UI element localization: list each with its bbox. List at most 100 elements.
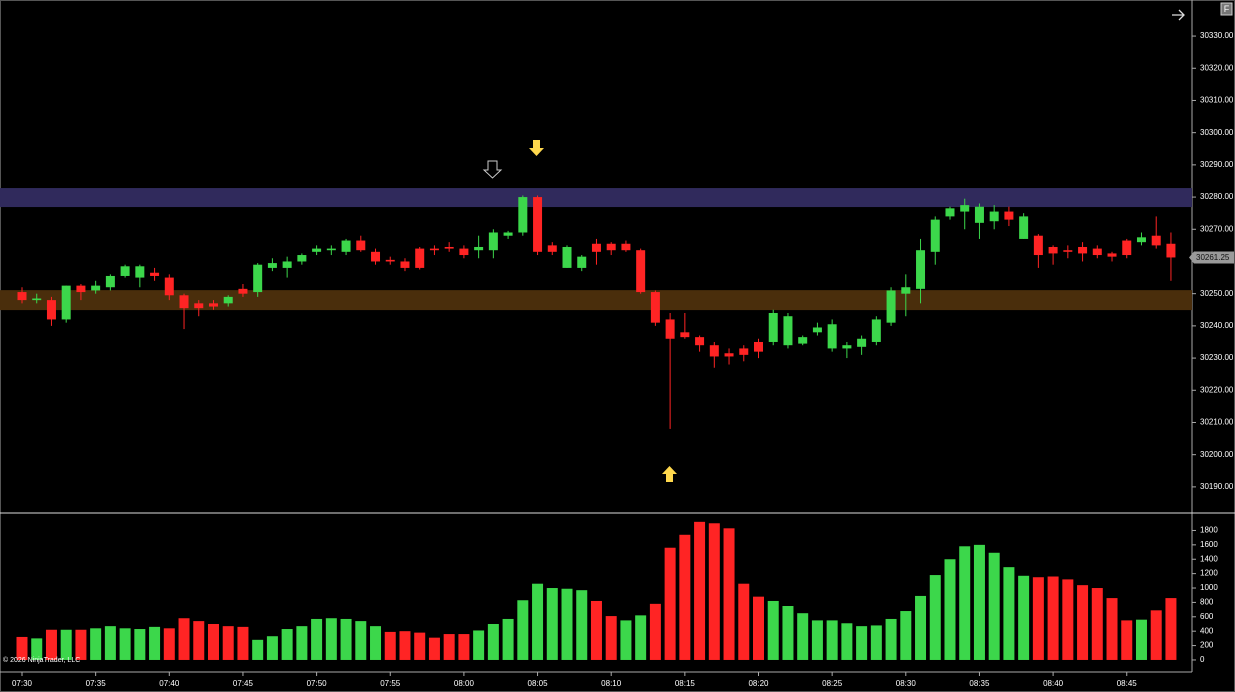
candle-body <box>562 246 572 268</box>
volume-bar <box>900 611 912 660</box>
candle-body <box>1136 237 1146 243</box>
y-tick-label: 1800 <box>1200 526 1218 535</box>
volume-bar <box>16 636 28 660</box>
candle-body <box>120 266 130 276</box>
x-tick-label: 07:40 <box>159 679 180 688</box>
volume-bar <box>502 618 514 660</box>
volume-bar <box>1121 620 1133 660</box>
candle-body <box>842 345 852 349</box>
x-tick-label: 08:15 <box>675 679 696 688</box>
volume-bar <box>1062 579 1074 660</box>
candle-body <box>135 266 145 278</box>
candle-body <box>886 290 896 323</box>
candle-body <box>1048 246 1058 254</box>
volume-bar <box>929 575 941 660</box>
y-tick-label: 1200 <box>1200 569 1218 578</box>
volume-bar <box>797 613 809 660</box>
candle-body <box>208 303 218 307</box>
candle-body <box>724 353 734 357</box>
x-tick-label: 08:10 <box>601 679 622 688</box>
y-tick-label: 800 <box>1200 598 1214 607</box>
y-tick-label: 30190.00 <box>1200 482 1234 491</box>
volume-bar <box>237 626 249 660</box>
volume-bar <box>266 636 278 660</box>
candle-body <box>533 197 543 252</box>
candle-body <box>312 248 322 252</box>
candle-body <box>709 345 719 357</box>
volume-bar <box>473 630 485 660</box>
candle-body <box>783 316 793 346</box>
volume-bar <box>1135 619 1147 660</box>
button-label[interactable]: F <box>1224 4 1230 14</box>
volume-bar <box>605 616 617 660</box>
y-tick-label: 30320.00 <box>1200 63 1234 72</box>
x-tick-label: 08:45 <box>1117 679 1138 688</box>
nav-arrow[interactable] <box>1172 9 1185 21</box>
candle-body <box>901 287 911 294</box>
y-tick-label: 1400 <box>1200 554 1218 563</box>
y-tick-label: 30230.00 <box>1200 353 1234 362</box>
candle-body <box>665 319 675 339</box>
volume-bar <box>178 618 190 660</box>
candle-body <box>488 232 498 251</box>
volume-bar <box>664 547 676 660</box>
zone <box>0 188 1192 208</box>
volume-bar <box>723 528 735 660</box>
volume-bar <box>296 626 308 660</box>
last-price-label: 30261.25 <box>1196 253 1230 262</box>
volume-bar <box>207 623 219 660</box>
volume-bar <box>576 590 588 660</box>
candle-body <box>400 261 410 268</box>
volume-bar <box>90 628 102 660</box>
volume-bar <box>870 625 882 660</box>
volume-bar <box>45 629 57 660</box>
volume-bar <box>399 631 411 660</box>
volume-bar <box>649 603 661 660</box>
candle-body <box>238 288 248 294</box>
volume-bar <box>885 618 897 660</box>
candle-body <box>650 292 660 323</box>
candle-body <box>606 243 616 251</box>
x-tick-label: 08:40 <box>1043 679 1064 688</box>
candle-body <box>547 245 557 252</box>
zone <box>0 290 1192 311</box>
y-tick-label: 1000 <box>1200 583 1218 592</box>
button-box[interactable] <box>1220 2 1233 16</box>
candle-body <box>798 337 808 344</box>
candle-body <box>253 264 263 293</box>
candle-body <box>105 275 115 288</box>
candle-body <box>518 197 528 233</box>
volume-bar <box>384 631 396 660</box>
y-tick-label: 400 <box>1200 626 1214 635</box>
volume-bar <box>988 552 1000 660</box>
volume-bar <box>620 620 632 660</box>
volume-bar <box>694 521 706 660</box>
y-tick-label: 0 <box>1200 655 1205 664</box>
volume-bar <box>782 606 794 660</box>
volume-bar <box>193 621 205 660</box>
volume-bar <box>443 634 455 660</box>
candle-body <box>768 312 778 342</box>
volume-bar <box>1091 588 1103 660</box>
volume-bar <box>163 628 175 660</box>
volume-bar <box>546 588 558 660</box>
candle-body <box>326 248 336 251</box>
candle-body <box>754 341 763 352</box>
volume-bar <box>811 620 823 660</box>
candle-body <box>164 277 174 296</box>
volume-bar <box>856 626 868 660</box>
candle-body <box>989 211 999 222</box>
volume-bar <box>60 629 72 660</box>
volume-bar <box>149 626 161 660</box>
volume-bar <box>311 618 323 660</box>
x-tick-label: 07:50 <box>307 679 328 688</box>
volume-bar <box>679 534 691 660</box>
volume-bar <box>414 632 426 660</box>
candle-body <box>1122 240 1132 256</box>
volume-bar <box>915 595 927 660</box>
volume-bar <box>281 629 293 660</box>
y-tick-label: 30330.00 <box>1200 31 1234 40</box>
candle-body <box>150 272 160 276</box>
